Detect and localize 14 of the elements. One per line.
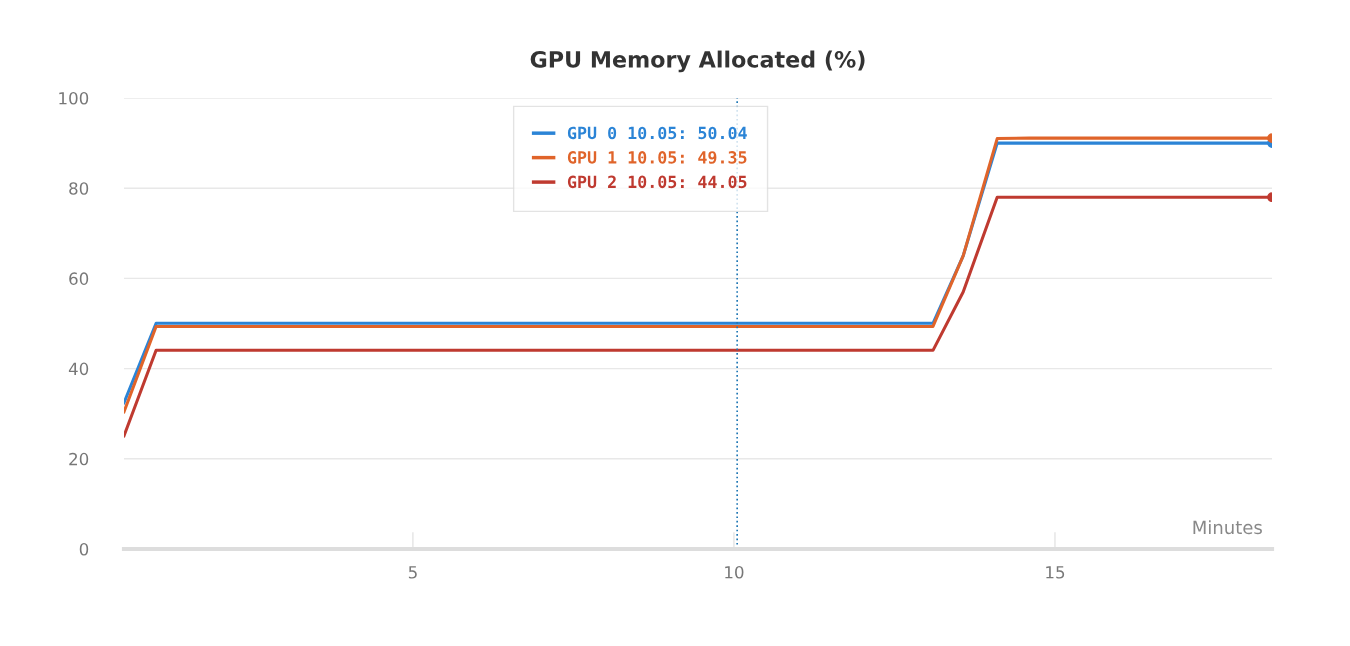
legend-label: GPU 2 10.05: 44.05 xyxy=(567,175,747,189)
legend-label: GPU 0 10.05: 50.04 xyxy=(567,126,747,140)
y-tick-label: 20 xyxy=(69,452,89,466)
x-tick-label: 10 xyxy=(725,565,744,579)
x-axis-title: Minutes xyxy=(1193,520,1262,535)
x-tick-label: 5 xyxy=(408,566,417,579)
legend-label: GPU 1 10.05: 49.35 xyxy=(567,151,747,164)
x-tick-label: 15 xyxy=(1046,566,1065,579)
chart-title: GPU Memory Allocated (%) xyxy=(530,50,865,73)
y-tick-label: 0 xyxy=(79,542,89,556)
y-tick-label: 40 xyxy=(68,362,89,376)
y-tick-label: 60 xyxy=(69,272,89,285)
y-tick-label: 80 xyxy=(69,182,89,195)
y-tick-label: 100 xyxy=(59,91,89,105)
